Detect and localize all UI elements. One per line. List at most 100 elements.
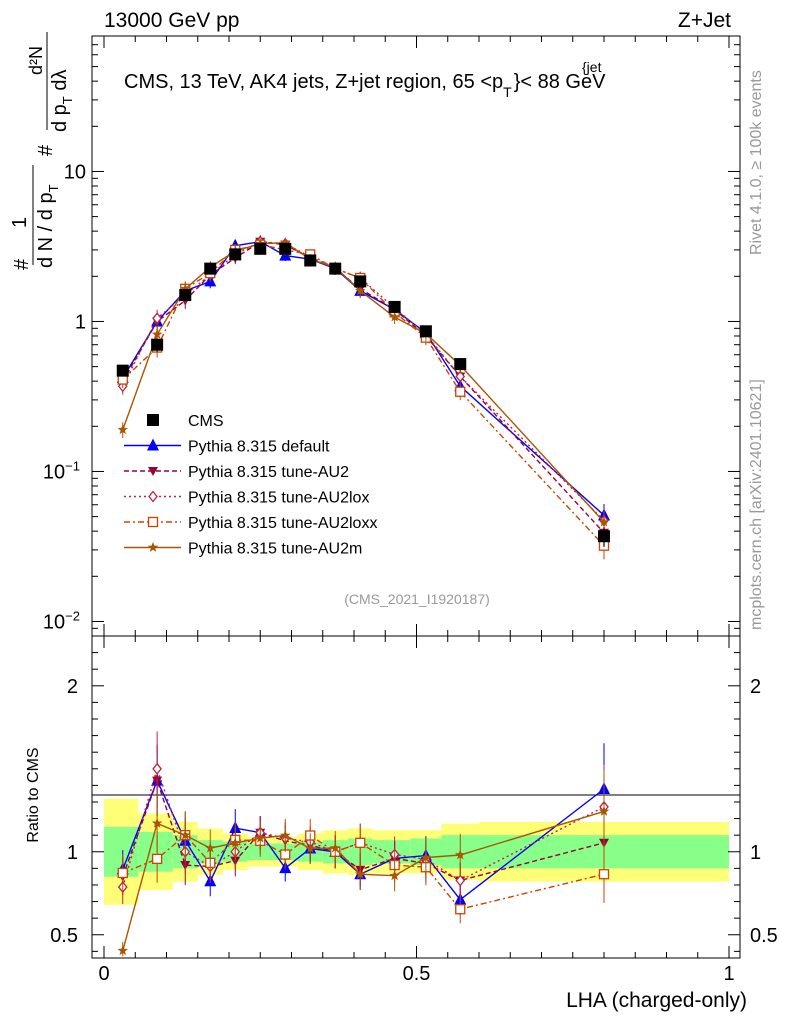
data-point <box>598 530 610 543</box>
ratio-band-inner <box>138 831 173 872</box>
legend-label-cms: CMS <box>188 413 224 430</box>
series-point <box>151 328 163 339</box>
ratio-tick-label-right: 2 <box>750 676 761 698</box>
data-point <box>304 254 317 267</box>
series-point <box>180 283 191 294</box>
ratio-point <box>117 945 128 956</box>
data-point <box>388 300 401 313</box>
ratio-line-4 <box>122 810 605 951</box>
series-point <box>389 311 400 322</box>
legend-marker <box>147 542 159 552</box>
ratio-point <box>305 843 316 853</box>
y-label-den: d N / d pT <box>35 184 61 268</box>
y-label-one: 1 <box>9 217 31 228</box>
ratio-point <box>420 852 432 862</box>
legend-label: Pythia 8.315 tune-AU2loxx <box>188 515 377 532</box>
x-tick-label: 1 <box>723 963 734 985</box>
x-tick-label: 0 <box>98 963 109 985</box>
x-axis-label: LHA (charged-only) <box>566 989 747 1012</box>
legend-label: Pythia 8.315 tune-AU2 <box>188 464 349 481</box>
plot-title-main: CMS, 13 TeV, AK4 jets, Z+jet region, 65 … <box>124 71 503 93</box>
series-point <box>152 312 162 325</box>
data-point <box>279 242 292 255</box>
legend-marker-cms <box>147 414 159 426</box>
ratio-tick-label-left: 0.5 <box>50 925 78 947</box>
legend-label: Pythia 8.315 tune-AU2lox <box>188 490 369 507</box>
data-point <box>229 248 242 261</box>
ratio-point <box>151 853 163 865</box>
data-point <box>151 338 164 351</box>
ratio-line-2 <box>122 766 605 888</box>
series-point <box>117 424 128 435</box>
legend-label: Pythia 8.315 default <box>188 439 330 456</box>
y-label-den2: d pT dλ <box>49 70 75 132</box>
data-point <box>204 262 217 275</box>
ratio-point <box>117 867 128 879</box>
mcplots-side-label: mcplots.cern.ch [arXiv:2401.10621] <box>748 379 765 630</box>
series-point <box>455 386 466 397</box>
ratio-point <box>205 842 216 853</box>
ratio-point <box>180 829 191 840</box>
rivet-side-label: Rivet 4.1.0, ≥ 100k events <box>748 70 765 255</box>
y-tick-label: 10 <box>64 161 86 183</box>
ratio-point <box>598 869 610 880</box>
cms-data-layer <box>116 242 610 547</box>
plot-title-tail: }< 88 GeV <box>514 71 606 93</box>
ratio-tick-label-left: 2 <box>67 676 78 698</box>
ratio-uncertainty-bands <box>104 798 729 905</box>
plot-title: CMS, 13 TeV, AK4 jets, Z+jet region, 65 … <box>124 71 606 100</box>
legend-label: Pythia 8.315 tune-AU2m <box>188 541 362 558</box>
ratio-point <box>455 904 466 915</box>
ratio-y-label: Ratio to CMS <box>25 747 42 842</box>
legend-marker <box>147 438 159 451</box>
plot-title-sub: T <box>503 84 512 100</box>
y-label-num2: d²N <box>26 46 46 75</box>
data-point <box>179 289 192 302</box>
ratio-point <box>355 837 366 848</box>
energy-label: 13000 GeV pp <box>104 9 239 32</box>
ratio-tick-label-left: 1 <box>67 842 78 864</box>
ratio-series-layer <box>116 731 610 957</box>
y-label-hash-1: # <box>11 258 33 270</box>
legend-marker <box>148 490 158 503</box>
data-point <box>116 364 129 377</box>
legend-marker <box>147 516 159 528</box>
ratio-point <box>280 829 291 840</box>
ratio-point <box>455 874 466 887</box>
ratio-point <box>330 842 341 853</box>
ratio-tick-label-right: 0.5 <box>750 925 778 947</box>
ratio-point <box>389 870 400 881</box>
ratio-tick-label-right: 1 <box>750 842 761 864</box>
legend: CMS Pythia 8.315 default Pythia 8.315 tune… <box>124 413 377 558</box>
ratio-line-1 <box>122 778 605 882</box>
y-tick-label: 10−2 <box>43 608 80 633</box>
ratio-point <box>598 805 610 816</box>
data-point <box>419 325 432 338</box>
analysis-id: (CMS_2021_I1920187) <box>344 591 490 607</box>
x-tick-label: 0.5 <box>403 963 431 985</box>
data-point <box>354 275 367 288</box>
ratio-plot-frame <box>91 635 741 959</box>
main-axes: 10−2 10−1 1 10 <box>43 35 740 637</box>
ratio-point <box>152 762 162 775</box>
ratio-point <box>151 817 163 828</box>
ratio-point <box>455 849 466 860</box>
series-point <box>598 516 610 527</box>
y-axis-label: # 1 d N / d pT # d²N d pT dλ <box>9 32 75 270</box>
y-label-hash-2: # <box>35 144 57 156</box>
plot-title-sup: {jet <box>582 59 602 75</box>
y-tick-label: 1 <box>75 311 86 333</box>
y-tick-label: 10−1 <box>43 458 80 483</box>
data-point <box>329 262 342 275</box>
ratio-line-0 <box>122 778 605 901</box>
legend-marker <box>148 467 158 476</box>
series-point <box>355 285 366 296</box>
ratio-axes: 0.5 0.5 1 1 2 2 0 0.5 1 <box>50 636 778 985</box>
data-point <box>454 358 467 371</box>
ratio-point <box>355 868 366 879</box>
series-point <box>455 370 466 383</box>
process-label: Z+Jet <box>678 9 731 32</box>
data-point <box>254 242 267 255</box>
ratio-point <box>255 832 266 843</box>
